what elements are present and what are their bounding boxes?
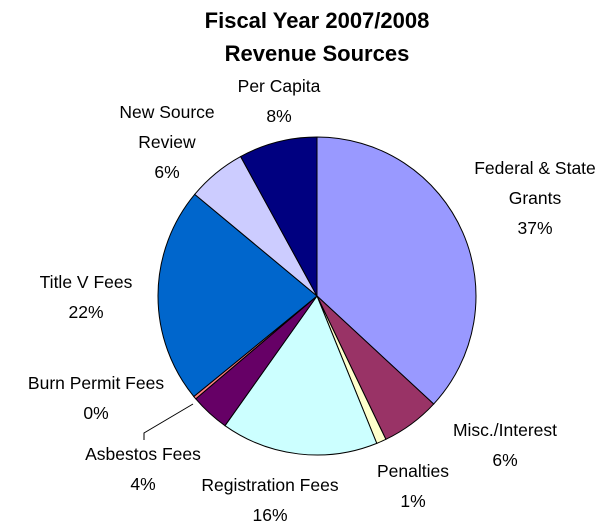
pie-slice-4 bbox=[224, 294, 378, 456]
leader-lines bbox=[143, 403, 194, 440]
slice-name-label-2: Misc./Interest bbox=[453, 420, 557, 440]
slice-name-label-1: Grants bbox=[509, 188, 562, 208]
pie-slice-1 bbox=[316, 136, 477, 405]
slice-name-label-7: Title V Fees bbox=[40, 272, 133, 292]
slice-name-label-9: Per Capita bbox=[238, 76, 321, 96]
pie-slice-7 bbox=[157, 193, 318, 398]
slice-pct-label-3: 1% bbox=[400, 491, 425, 511]
slice-pct-label-5: 4% bbox=[130, 474, 155, 494]
chart-subtitle: Revenue Sources bbox=[225, 41, 410, 66]
slice-pct-label-9: 8% bbox=[266, 106, 291, 126]
slice-pct-label-7: 22% bbox=[68, 302, 103, 322]
slice-name-label-3: Penalties bbox=[377, 461, 449, 481]
slice-name-label-1: Federal & State bbox=[474, 158, 596, 178]
slice-name-label-4: Registration Fees bbox=[201, 475, 338, 495]
pie-slices bbox=[157, 136, 477, 456]
slice-name-label-5: Asbestos Fees bbox=[85, 444, 201, 464]
slice-name-label-8: New Source bbox=[119, 102, 214, 122]
slice-labels: Federal & State Grants 37% Misc./Interest 6%… bbox=[28, 76, 596, 523]
slice-pct-label-6: 0% bbox=[83, 403, 108, 423]
slice-name-label-6: Burn Permit Fees bbox=[28, 373, 164, 393]
slice-pct-label-1: 37% bbox=[517, 218, 552, 238]
slice-pct-label-8: 6% bbox=[154, 162, 179, 182]
pie-slice-9 bbox=[239, 136, 318, 297]
slice-pct-label-4: 16% bbox=[252, 505, 287, 523]
leader-line-asbestos bbox=[143, 403, 194, 440]
chart-title: Fiscal Year 2007/2008 bbox=[205, 8, 430, 33]
slice-pct-label-2: 6% bbox=[492, 450, 517, 470]
slice-name-label-8: Review bbox=[138, 132, 196, 152]
